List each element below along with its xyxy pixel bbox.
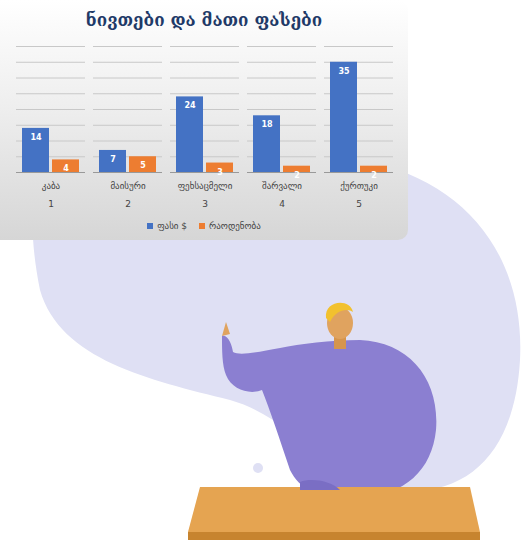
svg-text:ფეხსაცმელი3: ფეხსაცმელი3 (178, 181, 233, 209)
svg-text:კაბა1: კაბა1 (42, 181, 61, 209)
svg-text:მაისური2: მაისური2 (110, 181, 145, 209)
svg-text:7: 7 (110, 155, 116, 164)
html-text:ფასი $: ფასი $ (157, 221, 188, 231)
svg-text:18: 18 (261, 120, 273, 129)
svg-text:5: 5 (140, 161, 146, 170)
svg-text:2: 2 (294, 171, 300, 180)
svg-text:2: 2 (371, 171, 377, 180)
svg-text:14: 14 (30, 133, 42, 142)
svg-text:35: 35 (338, 67, 350, 76)
svg-text:ქურთუკი5: ქურთუკი5 (340, 181, 378, 209)
svg-text:შარვალი4: შარვალი4 (262, 181, 302, 209)
svg-text:24: 24 (184, 101, 196, 110)
html-text:რაოდენობა: რაოდენობა (209, 221, 261, 231)
html-text:ნივთები და მათი ფასები: ნივთები და მათი ფასები (85, 10, 323, 30)
svg-text:4: 4 (63, 164, 69, 173)
svg-text:3: 3 (217, 168, 223, 177)
